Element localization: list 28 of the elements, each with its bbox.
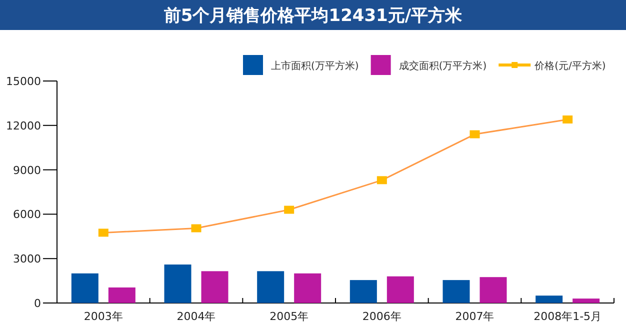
bar [71, 273, 98, 303]
bar [442, 280, 470, 303]
y-tick-label: 12000 [6, 119, 41, 132]
y-tick-label: 0 [34, 297, 41, 310]
bar [536, 296, 563, 303]
x-tick-label: 2004年 [176, 310, 216, 323]
legend-label: 上市面积(万平方米) [271, 60, 359, 72]
y-tick-label: 6000 [13, 208, 41, 222]
bar [572, 298, 600, 303]
bar [350, 280, 377, 303]
bar [294, 273, 322, 303]
bar [480, 277, 507, 303]
bar [201, 271, 228, 303]
x-tick-label: 2008年1-5月 [534, 310, 602, 323]
bar [108, 287, 136, 303]
legend-label: 价格(元/平方米) [534, 60, 606, 72]
bar [164, 264, 192, 303]
x-tick-label: 2006年 [362, 310, 402, 323]
x-tick-label: 2007年 [455, 310, 494, 323]
y-tick-label: 9000 [13, 164, 41, 177]
bar [386, 276, 414, 303]
legend-label: 成交面积(万平方米) [398, 60, 487, 72]
y-tick-label: 3000 [13, 252, 41, 266]
y-tick-label: 15000 [6, 75, 41, 88]
x-tick-label: 2005年 [270, 310, 309, 323]
x-tick-label: 2003年 [84, 310, 123, 323]
bar [257, 271, 284, 303]
chart-title: 前5个月销售价格平均12431元/平方米 [162, 6, 464, 26]
